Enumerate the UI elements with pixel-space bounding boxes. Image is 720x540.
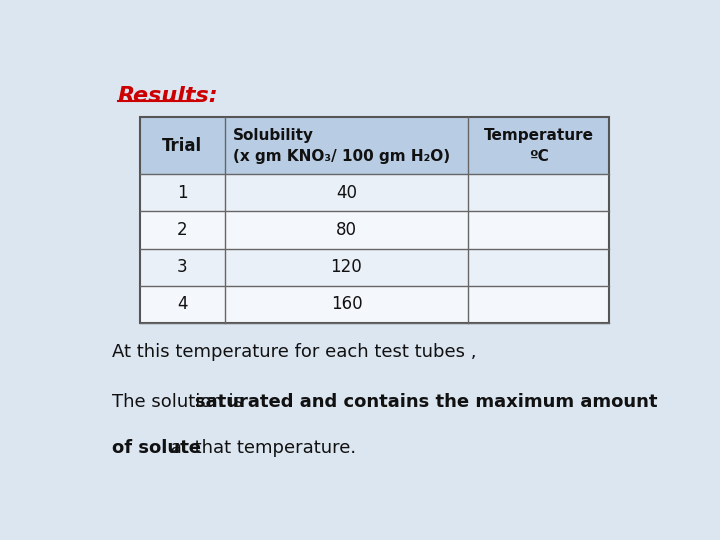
Text: Results:: Results: <box>118 85 219 106</box>
Text: Trial: Trial <box>162 137 202 154</box>
Text: 160: 160 <box>330 295 362 313</box>
Text: 3: 3 <box>177 258 188 276</box>
Text: 40: 40 <box>336 184 357 202</box>
Text: The solution is: The solution is <box>112 393 249 411</box>
Bar <box>140 286 609 322</box>
Text: 2: 2 <box>177 221 188 239</box>
Bar <box>140 117 609 174</box>
Text: Temperature
ºC: Temperature ºC <box>484 127 593 164</box>
Text: of solute: of solute <box>112 439 202 457</box>
Text: At this temperature for each test tubes ,: At this temperature for each test tubes … <box>112 343 477 361</box>
Bar <box>140 212 609 248</box>
Bar <box>140 174 609 212</box>
Bar <box>140 117 609 322</box>
Text: 1: 1 <box>177 184 188 202</box>
Text: saturated and contains the maximum amount: saturated and contains the maximum amoun… <box>195 393 657 411</box>
Text: 4: 4 <box>177 295 188 313</box>
Text: at that temperature.: at that temperature. <box>165 439 356 457</box>
Text: 80: 80 <box>336 221 357 239</box>
Text: Solubility
(x gm KNO₃/ 100 gm H₂O): Solubility (x gm KNO₃/ 100 gm H₂O) <box>233 127 450 164</box>
Bar <box>140 248 609 286</box>
Text: 120: 120 <box>330 258 362 276</box>
